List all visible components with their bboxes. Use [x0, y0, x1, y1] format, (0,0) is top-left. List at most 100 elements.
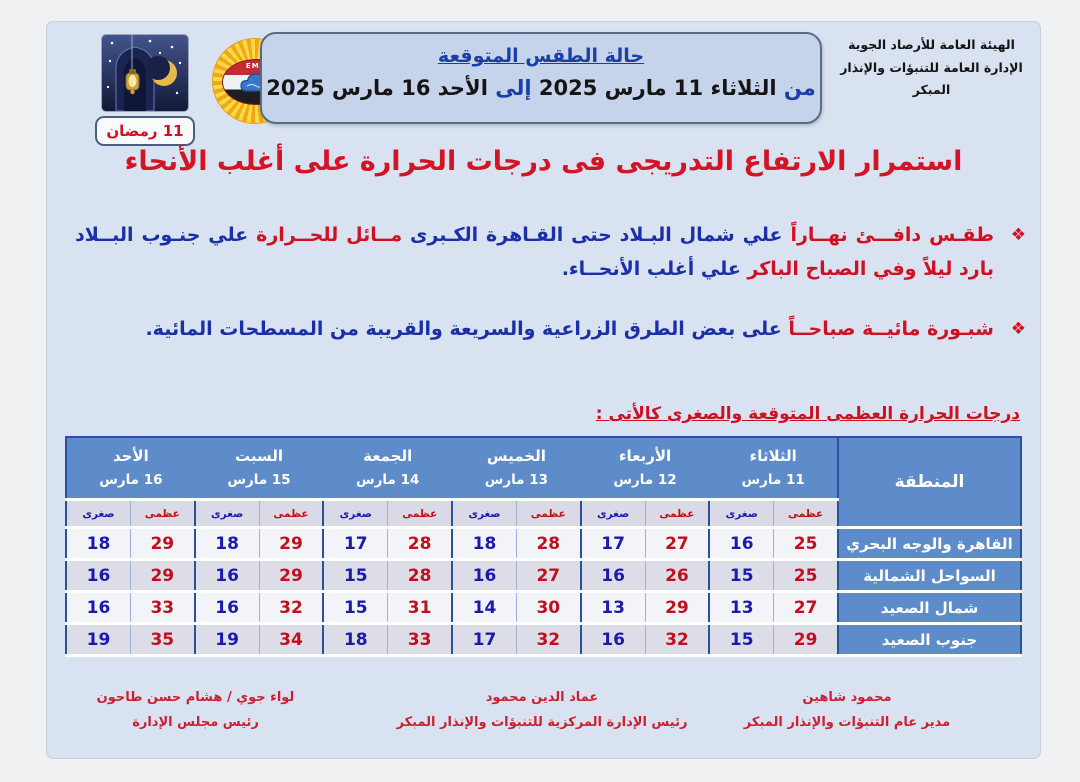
max-temp-cell: 29 [258, 527, 324, 561]
ramadan-day-badge: 11 رمضان [95, 116, 195, 146]
signature-name: عماد الدين محمود [485, 690, 599, 705]
bulletin-title: حالة الطقس المتوقعة [437, 45, 645, 67]
bullet-segment: على بعض الطرق الزراعية والسريعة والقريبة… [145, 318, 782, 341]
min-label: صغرى [579, 499, 646, 529]
bullet-segment: طقـس دافـــئ نهــاراً [782, 224, 994, 246]
min-temp-cell: 15 [708, 623, 774, 657]
table-head: المنطقة الثلاثاء 11 مارس الأربعاء 12 مارس الخ… [64, 437, 1021, 529]
table-row: شمال الصعيد 27 13 29 13 30 14 31 15 32 16 33 16 [64, 591, 1021, 625]
min-temp-cell: 17 [451, 623, 517, 657]
region-name-cell: السواحل الشمالية [837, 559, 1021, 593]
min-temp-cell: 16 [451, 559, 517, 593]
date-to-label: إلى [495, 76, 532, 100]
bullet-segment: علي جنـوب البــلاد [75, 224, 249, 246]
signature-name: لواء جوي / هشام حسن طاحون [96, 690, 295, 705]
bullet-segment: علي شمال البـلاد حتى القـاهرة الكـبرى [402, 224, 783, 246]
min-temp-cell: 19 [193, 623, 260, 657]
min-temp-cell: 16 [64, 591, 131, 625]
max-temp-cell: 32 [258, 591, 324, 625]
logo-text: EMA [245, 62, 267, 70]
day-name: السبت [235, 447, 284, 466]
authority-line1: الهيئة العامة للأرصاد الجوية [848, 37, 1015, 52]
min-temp-cell: 15 [322, 591, 388, 625]
max-temp-cell: 27 [644, 527, 710, 561]
main-headline: استمرار الارتفاع التدريجى فى درجات الحرا… [124, 146, 963, 177]
max-temp-cell: 32 [515, 623, 581, 657]
day-date: 15 مارس [227, 471, 291, 488]
table-subheader-row: عظمى صغرى عظمى صغرى عظمى صغرى عظمى صغرى عظمى صغرى… [64, 499, 1021, 529]
table-wrap: المنطقة الثلاثاء 11 مارس الأربعاء 12 مارس الخ… [64, 436, 1022, 657]
table-row: القاهرة والوجه البحري 25 16 27 17 28 18 28 17 29 1… [64, 527, 1021, 561]
max-temp-cell: 29 [129, 559, 195, 593]
day-name: الأحد [112, 447, 149, 466]
bullet-marker-icon: ❖ [1010, 225, 1026, 245]
date-to: الأحد 16 مارس 2025 [266, 76, 488, 100]
max-label: عظمى [644, 499, 710, 529]
bullets: ❖ طقـس دافـــئ نهــاراً علي شمال البـلاد … [75, 218, 1026, 373]
day-column-header: الثلاثاء 11 مارس [709, 437, 838, 501]
min-temp-cell: 18 [322, 623, 388, 657]
bullet-text: طقـس دافـــئ نهــاراً علي شمال البـلاد ح… [75, 224, 994, 280]
bullet-segment: بارد ليلاً وفي الصباح الباكر [740, 258, 994, 281]
max-temp-cell: 28 [515, 527, 581, 561]
table-body: القاهرة والوجه البحري 25 16 27 17 28 18 28 17 29 1… [64, 527, 1021, 657]
max-temp-cell: 28 [387, 527, 453, 561]
ramadan-lantern-image [102, 35, 188, 111]
max-temp-cell: 32 [644, 623, 710, 657]
bullet-segment: شبـورة مائيــة صباحــاً [781, 318, 994, 341]
bullet-item: ❖ شبـورة مائيــة صباحــاً على بعض الطرق ا… [75, 312, 1026, 346]
min-temp-cell: 16 [708, 527, 774, 561]
max-label: عظمى [387, 499, 453, 529]
min-temp-cell: 13 [708, 591, 774, 625]
max-temp-cell: 25 [773, 527, 838, 561]
date-from-label: من [783, 76, 816, 100]
max-temp-cell: 27 [773, 591, 838, 625]
signature-block: لواء جوي / هشام حسن طاحون رئيس مجلس الإد… [63, 686, 328, 735]
max-label: عظمى [129, 499, 195, 529]
day-date: 16 مارس [99, 471, 163, 488]
max-label: عظمى [258, 499, 324, 529]
day-date: 11 مارس [741, 471, 805, 488]
min-label: صغرى [322, 499, 388, 529]
max-temp-cell: 29 [258, 559, 324, 593]
day-name: الخميس [486, 447, 546, 466]
max-label: عظمى [515, 499, 581, 529]
bullet-segment: علي أغلب الأنحــاء. [561, 258, 741, 281]
table-row: جنوب الصعيد 29 15 32 16 32 17 33 18 34 19 35 19 [64, 623, 1021, 657]
table-header-row: المنطقة الثلاثاء 11 مارس الأربعاء 12 مارس الخ… [66, 437, 1021, 529]
max-temp-cell: 30 [515, 591, 581, 625]
min-label: صغرى [708, 499, 774, 529]
signature-block: عماد الدين محمود رئيس الإدارة المركزية ل… [392, 686, 692, 735]
signature-title: رئيس مجلس الإدارة [132, 714, 259, 730]
min-temp-cell: 17 [322, 527, 388, 561]
bullet-text: شبـورة مائيــة صباحــاً على بعض الطرق ال… [145, 318, 994, 340]
day-column-header: الخميس 13 مارس [452, 437, 581, 501]
date-from: الثلاثاء 11 مارس 2025 [538, 76, 777, 100]
region-column-header: المنطقة [837, 437, 1021, 529]
region-name-cell: شمال الصعيد [837, 591, 1021, 625]
max-temp-cell: 28 [387, 559, 453, 593]
day-column-header: الأربعاء 12 مارس [580, 437, 710, 501]
max-temp-cell: 35 [129, 623, 195, 657]
max-label: عظمى [773, 499, 838, 529]
day-column-header: السبت 15 مارس [194, 437, 324, 501]
authority-name-block: الهيئة العامة للأرصاد الجوية الإدارة الع… [829, 34, 1034, 102]
signature-name: محمود شاهين [802, 690, 892, 705]
max-temp-cell: 27 [515, 559, 581, 593]
min-temp-cell: 17 [579, 527, 646, 561]
bullet-segment: مــائل للحــرارة [248, 224, 403, 246]
max-temp-cell: 25 [773, 559, 838, 593]
min-temp-cell: 13 [579, 591, 646, 625]
max-temp-cell: 29 [129, 527, 195, 561]
max-temp-cell: 29 [644, 591, 710, 625]
day-name: الأربعاء [618, 447, 672, 466]
min-temp-cell: 14 [451, 591, 517, 625]
bullet-item: ❖ طقـس دافـــئ نهــاراً علي شمال البـلاد … [75, 218, 1026, 286]
min-label: صغرى [64, 499, 131, 529]
day-name: الجمعة [363, 447, 413, 466]
min-label: صغرى [193, 499, 260, 529]
authority-line2: الإدارة العامة للتنبؤات والإنذار المبكر [840, 59, 1023, 98]
table-title: درجات الحرارة العظمى المتوقعة والصغرى كا… [595, 404, 1020, 424]
min-temp-cell: 18 [193, 527, 260, 561]
